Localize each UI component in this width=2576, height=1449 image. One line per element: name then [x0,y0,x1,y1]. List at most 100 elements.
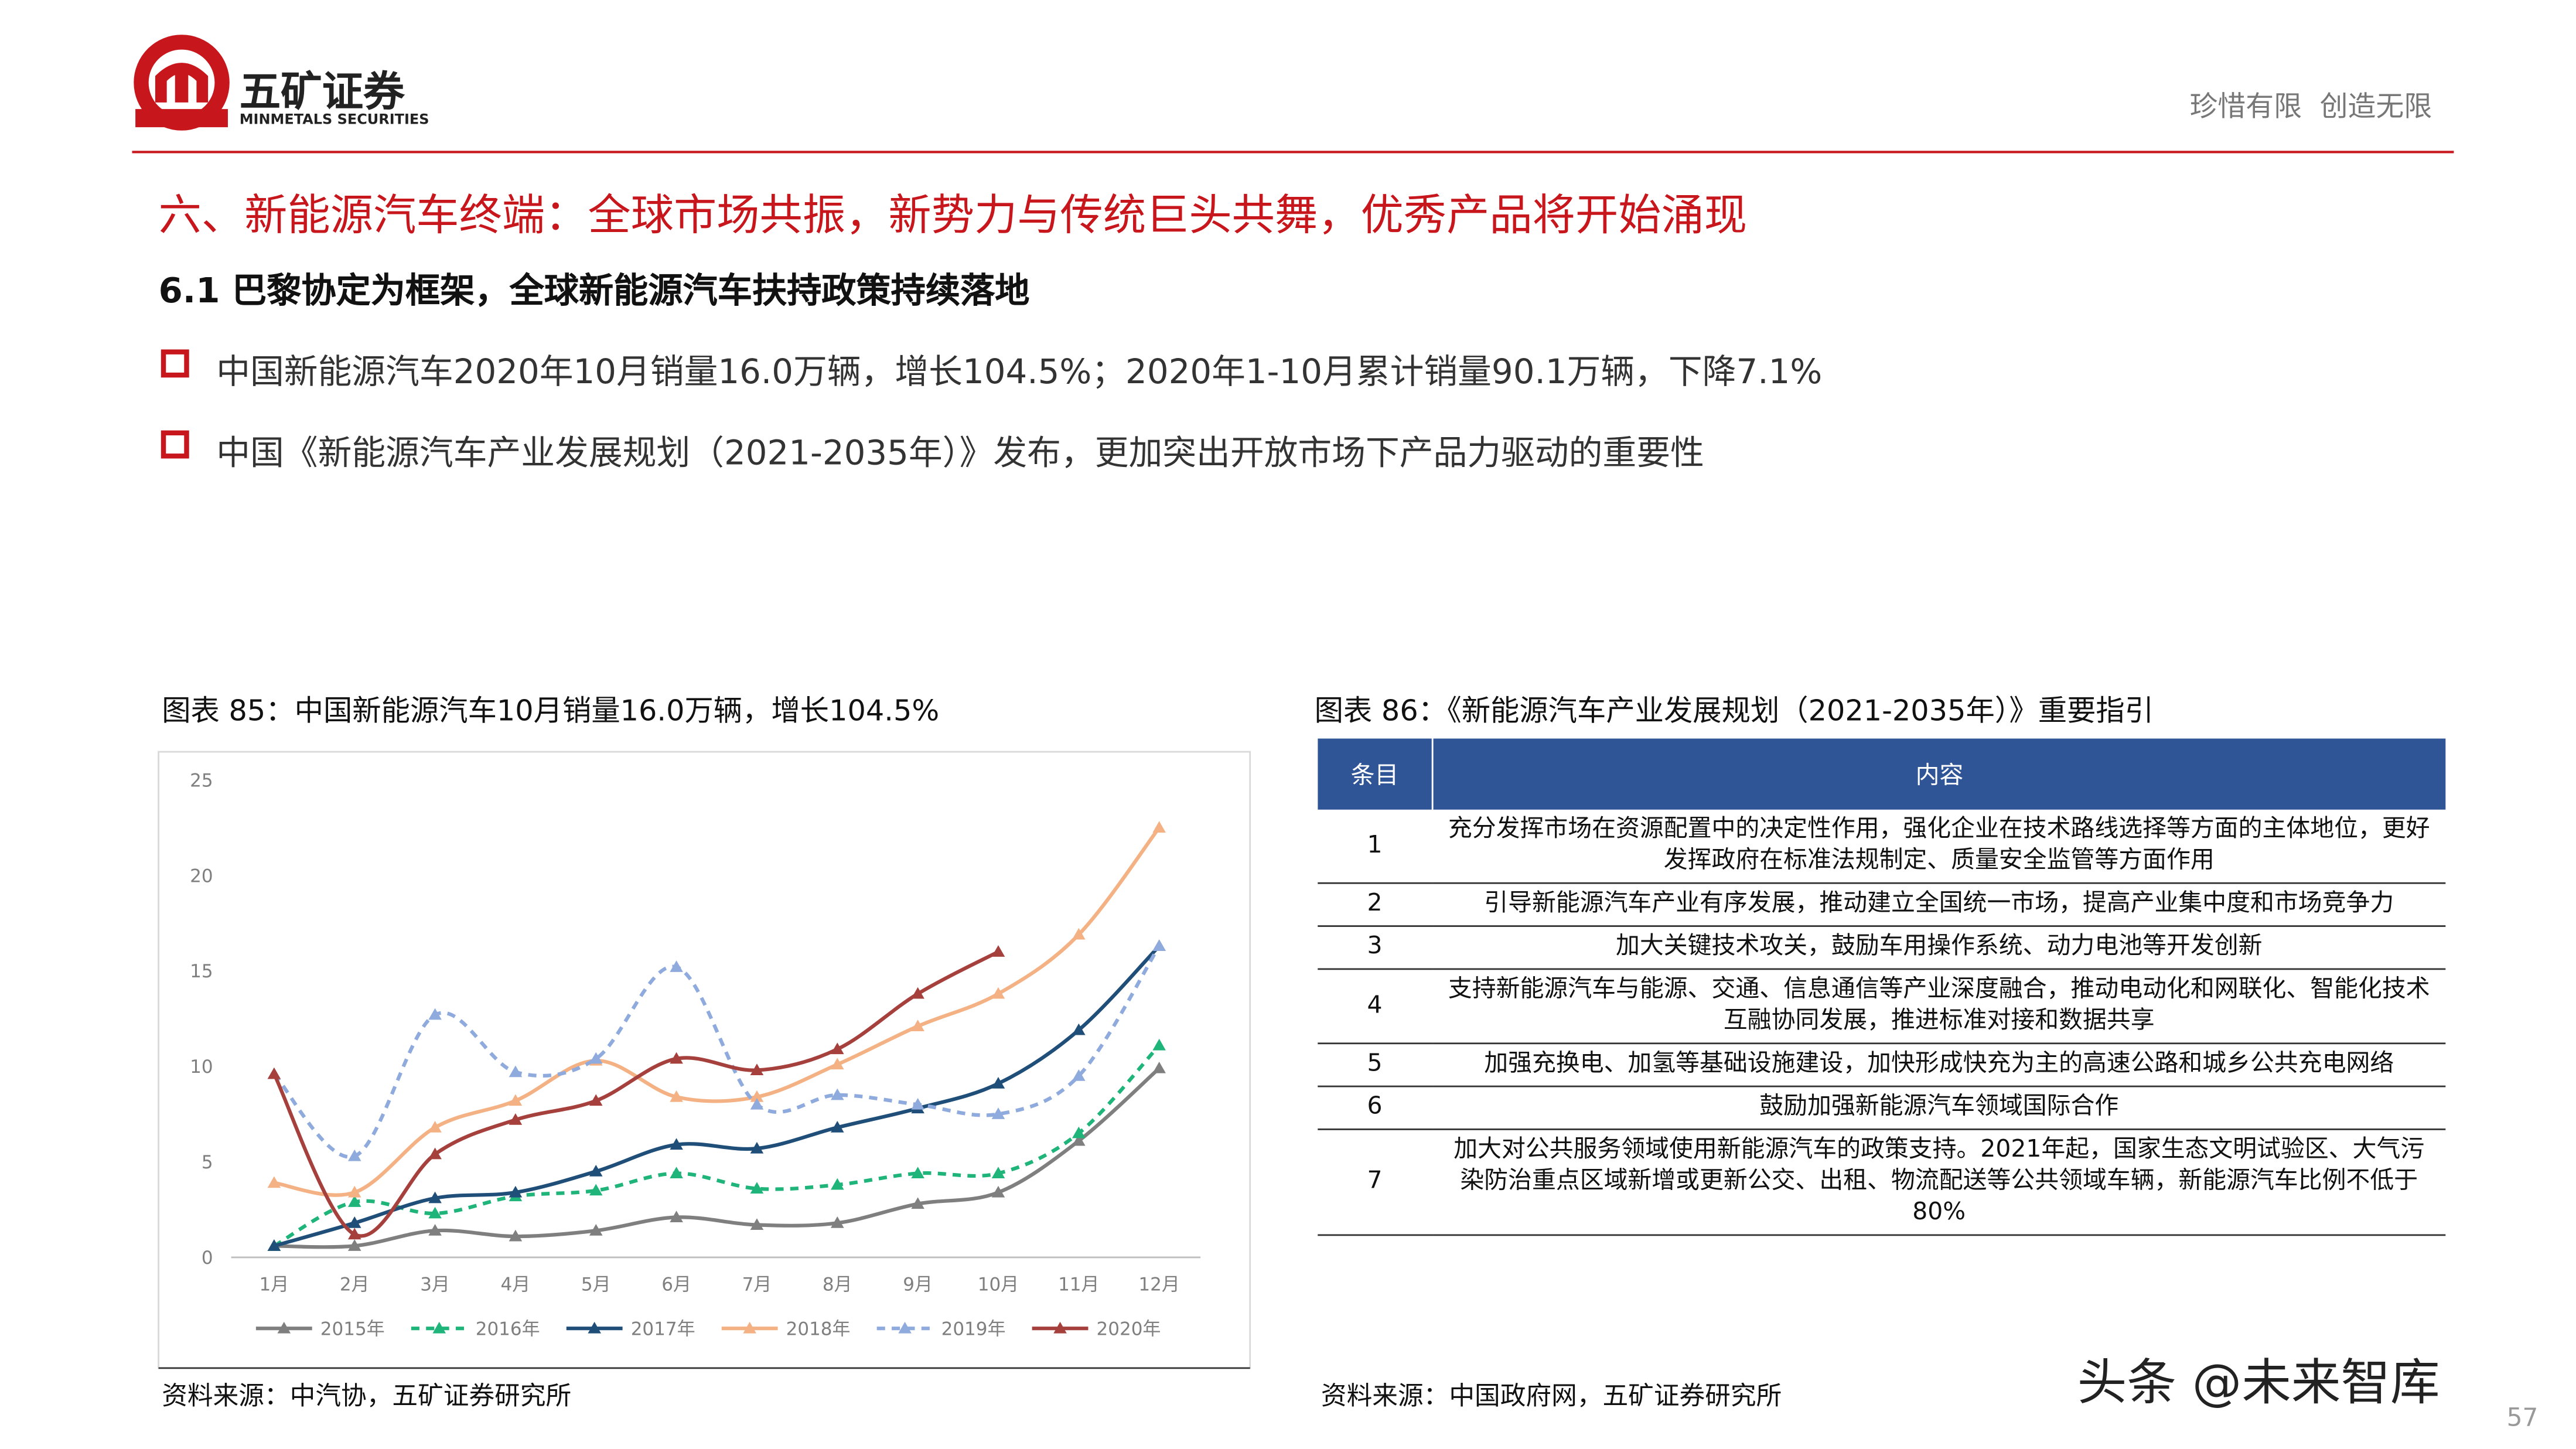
table-cell: 1 [1316,809,1433,884]
table-cell: 2 [1316,883,1433,927]
legend-marker [277,1321,291,1334]
legend-label: 2015年 [320,1318,385,1339]
table-cell: 3 [1316,926,1433,970]
y-tick-label: 10 [190,1056,213,1078]
table-cell: 加大对公共服务领域使用新能源汽车的政策支持。2021年起，国家生态文明试验区、大… [1432,1129,2446,1236]
point-marker [750,1097,764,1110]
legend-label: 2016年 [476,1318,540,1339]
page-title: 六、新能源汽车终端：全球市场共振，新势力与传统巨头共舞，优秀产品将开始涌现 [158,192,1748,241]
point-marker [509,1229,523,1242]
table-row: 1 充分发挥市场在资源配置中的决定性作用，强化企业在技术路线选择等方面的主体地位，… [1316,809,2446,884]
point-marker [428,1206,442,1219]
point-marker [509,1094,523,1106]
x-tick-label: 9月 [903,1274,933,1295]
point-marker [509,1065,523,1078]
legend-marker [432,1321,446,1334]
point-marker [347,1185,361,1198]
bullet-text: 中国新能源汽车2020年10月销量16.0万辆，增长104.5%；2020年1-… [216,352,1823,392]
table-row: 7 加大对公共服务领域使用新能源汽车的政策支持。2021年起，国家生态文明试验区、… [1316,1129,2446,1236]
point-marker [911,1020,924,1031]
point-marker [991,945,1005,957]
legend-marker [898,1321,912,1334]
point-marker [428,1120,442,1133]
point-marker [911,1167,924,1178]
point-marker [428,1224,442,1236]
x-tick-label: 7月 [742,1274,772,1295]
table-cell: 加大关键技术攻关，鼓励车用操作系统、动力电池等开发创新 [1432,926,2446,970]
policy-table: 条目 内容 1 充分发挥市场在资源配置中的决定性作用，强化企业在技术路线选择等方面的主… [1316,738,2446,1236]
point-marker [831,1042,844,1055]
point-marker [911,1197,924,1209]
legend-marker [588,1321,601,1334]
legend-marker [743,1321,756,1334]
bullet-icon [161,430,189,459]
table-header: 条目 内容 [1316,738,2446,810]
point-marker [670,1090,683,1102]
table-cell: 充分发挥市场在资源配置中的决定性作用，强化企业在技术路线选择等方面的主体地位，更… [1432,809,2446,884]
chart-title: 图表 85：中国新能源汽车10月销量16.0万辆，增长104.5% [162,695,940,729]
point-marker [1072,1126,1086,1138]
legend-label: 2017年 [631,1318,695,1339]
series-line [272,950,999,1238]
y-tick-label: 15 [190,961,213,982]
point-marker [1152,939,1166,952]
point-marker [589,1052,603,1064]
y-tick-label: 0 [202,1247,213,1269]
point-marker [1072,1069,1086,1081]
point-marker [670,1167,683,1178]
point-marker [831,1120,844,1133]
table-row: 2 引导新能源汽车产业有序发展，推动建立全国统一市场，提高产业集中度和市场竞争力 [1316,883,2446,927]
table-cell: 7 [1316,1129,1433,1236]
legend-marker [1053,1321,1067,1334]
table-cell: 4 [1316,969,1433,1045]
series-line [273,1044,1161,1248]
point-marker [750,1063,764,1075]
table-cell: 引导新能源汽车产业有序发展，推动建立全国统一市场，提高产业集中度和市场竞争力 [1432,883,2446,927]
x-tick-label: 10月 [978,1274,1019,1295]
point-marker [831,1216,844,1228]
point-marker [831,1088,844,1100]
y-tick-label: 25 [190,770,213,791]
series-line [274,826,1161,1197]
x-tick-label: 8月 [823,1274,852,1295]
column-header: 条目 [1316,738,1433,810]
column-header: 内容 [1431,738,2446,810]
point-marker [991,987,1005,999]
x-tick-label: 3月 [420,1274,450,1295]
page-number: 57 [2506,1403,2539,1433]
point-marker [911,987,924,999]
point-marker [428,1147,442,1160]
point-marker [267,1176,281,1188]
point-marker [670,1052,683,1064]
point-marker [670,1138,683,1150]
table-row: 5 加强充换电、加氢等基础设施建设，加快形成快充为主的高速公路和城乡公共充电网络 [1316,1043,2446,1087]
point-marker [991,1167,1005,1178]
x-tick-label: 12月 [1138,1274,1179,1295]
point-marker [911,1097,924,1110]
point-marker [428,1191,442,1203]
legend-label: 2018年 [786,1318,851,1339]
point-marker [267,1239,281,1251]
bullet-icon [161,349,189,378]
point-marker [509,1113,523,1125]
watermark: 头条 @未来智库 [2077,1355,2440,1413]
point-marker [347,1195,361,1207]
point-marker [589,1224,603,1236]
series-line [274,1066,1161,1249]
table-title: 图表 86：《新能源汽车产业发展规划（2021-2035年）》重要指引 [1314,695,2154,729]
table-cell: 支持新能源汽车与能源、交通、信息通信等产业深度融合，推动电动化和网联化、智能化技… [1432,969,2446,1045]
point-marker [670,1211,683,1222]
x-tick-label: 6月 [661,1274,691,1295]
slogan: 珍惜有限 创造无限 [2189,91,2432,124]
table-cell: 6 [1316,1086,1433,1130]
subtitle: 6.1 巴黎协定为框架，全球新能源汽车扶持政策持续落地 [158,271,1030,311]
series-line [274,945,1161,1248]
point-marker [1152,1038,1166,1051]
point-marker [831,1058,844,1070]
point-marker [347,1216,361,1228]
point-marker [347,1228,361,1240]
point-marker [991,1107,1005,1119]
table-cell: 鼓励加强新能源汽车领域国际合作 [1432,1086,2446,1130]
